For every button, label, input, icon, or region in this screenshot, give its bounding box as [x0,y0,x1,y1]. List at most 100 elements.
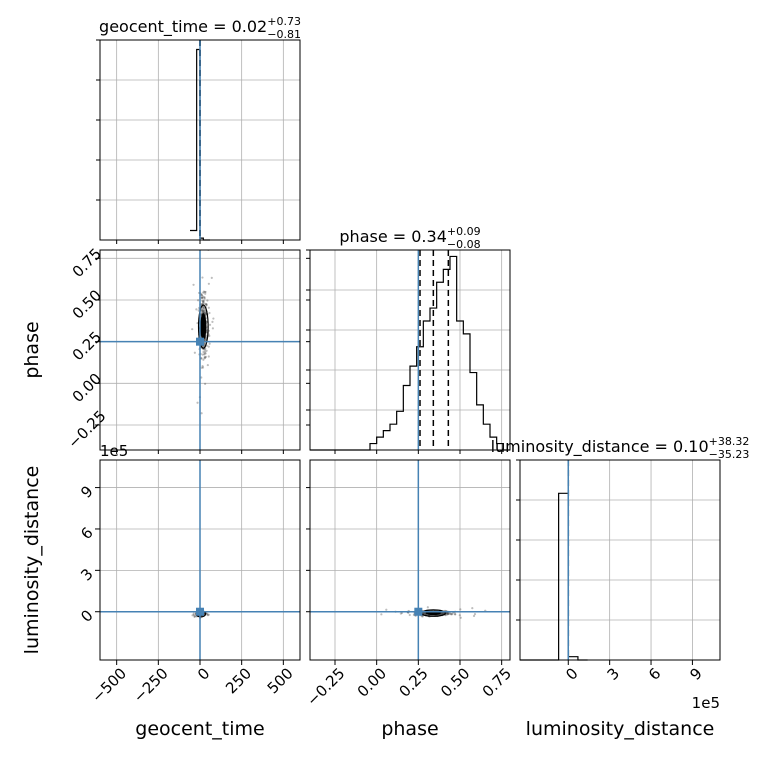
scatter-point [422,612,425,615]
x-tick-label: 6 [645,664,664,683]
scatter-point [202,290,205,293]
scatter-point [458,614,461,617]
scatter-point [205,304,208,307]
scatter-point [441,612,444,615]
scatter-point [201,366,205,369]
scatter-point [440,612,443,615]
scatter-point [450,613,453,616]
scatter-point [201,301,205,304]
scatter-point [204,382,207,385]
scatter-point [205,303,208,306]
scatter-point [208,311,211,315]
scatter-point [203,311,206,314]
scatter-point [204,338,207,342]
scatter-point [201,345,204,348]
histogram-luminosity_distance [520,492,588,661]
scatter-point [203,348,206,351]
scatter-point [197,299,200,302]
scatter-point [193,615,196,618]
title-main: luminosity_distance = 0.10 [491,437,709,457]
x-tick-label: 0.00 [354,664,390,700]
scatter-point [447,612,450,616]
scatter-point [193,615,196,619]
scatter-point [208,323,212,326]
scatter-point [192,613,195,616]
scatter-point [205,303,208,306]
scatter-point [204,290,207,294]
y-axis-label-luminosity_distance: luminosity_distance [21,466,43,655]
scatter-point [191,614,194,617]
scatter-point [201,309,205,313]
scatter-point [211,320,214,323]
scatter-point [192,283,195,286]
title-plus: +0.09 [447,225,481,238]
scatter-point [204,355,208,358]
scatter-panel-geocent_time-phase [99,249,301,451]
scatter-point [208,334,211,337]
scatter-point [204,350,207,353]
scatter-point [202,307,205,310]
scatter-point [200,366,203,369]
scatter-point [421,615,424,618]
scatter-point [201,299,204,302]
scatter-point [201,365,204,368]
x-tick-label: 9 [686,664,705,683]
scatter-point [207,613,210,616]
scatter-point [211,327,214,330]
scatter-point [423,612,426,615]
scatter-point [203,308,206,311]
scatter-point [204,352,207,355]
scatter-point [206,612,209,615]
scatter-point [203,353,206,356]
scatter-point [207,355,210,358]
scatter-point [448,612,452,615]
title-minus: −0.81 [267,28,301,41]
panel-frame [519,459,721,661]
x-axis-label-luminosity_distance: luminosity_distance [526,718,715,740]
panel-frame [309,459,511,661]
x-axis-luminosity_distance: 0 3 6 9 luminosity_distance 1e5 [526,660,720,740]
scatter-point [440,612,443,615]
scatter-point [192,612,195,615]
title-main: geocent_time = 0.02 [99,17,267,37]
x-tick-label: 3 [604,664,623,683]
x-tick-label: −250 [130,664,172,706]
scatter-point [202,291,205,294]
title-main: phase = 0.34 [339,227,446,246]
scatter-point [446,612,449,615]
scatter-point [446,613,449,616]
panel-title-geocent_time: geocent_time = 0.02+0.73 −0.81 [99,15,301,41]
title-minus: −35.23 [709,448,750,461]
scatter-point [200,311,204,314]
scatter-point [196,401,199,404]
hist-panel-phase: phase = 0.34+0.09 −0.08 [306,225,511,451]
scatter-point [204,312,207,315]
y-axis-luminosity_distance: 0 3 6 9 luminosity_distance 1e5 [21,442,128,654]
scatter-point [202,350,205,354]
scatter-point [212,317,215,320]
scatter-point [453,613,457,616]
scatter-point [202,306,205,309]
scatter-point [451,613,454,616]
density-core [200,313,207,341]
truth-marker [196,607,204,616]
title-plus: +38.32 [709,435,750,448]
x-axis-label-geocent_time: geocent_time [135,718,264,740]
scatter-point [203,296,206,299]
scatter-point [200,310,203,313]
scatter-point [203,355,206,359]
scatter-point [200,296,204,299]
scatter-point [446,611,449,615]
x-tick-label: −500 [88,664,130,706]
scatter-point [201,296,204,300]
y-tick-label: 3 [77,565,96,584]
y-axis-label-phase: phase [21,321,43,378]
x-axis-label-phase: phase [381,718,438,740]
x-tick-label: 0.75 [479,664,515,700]
scatter-point [191,328,194,331]
scatter-point [426,606,429,609]
x-tick-label: 0 [194,664,213,683]
scatter-point [206,613,209,616]
panel-frame [309,249,511,451]
